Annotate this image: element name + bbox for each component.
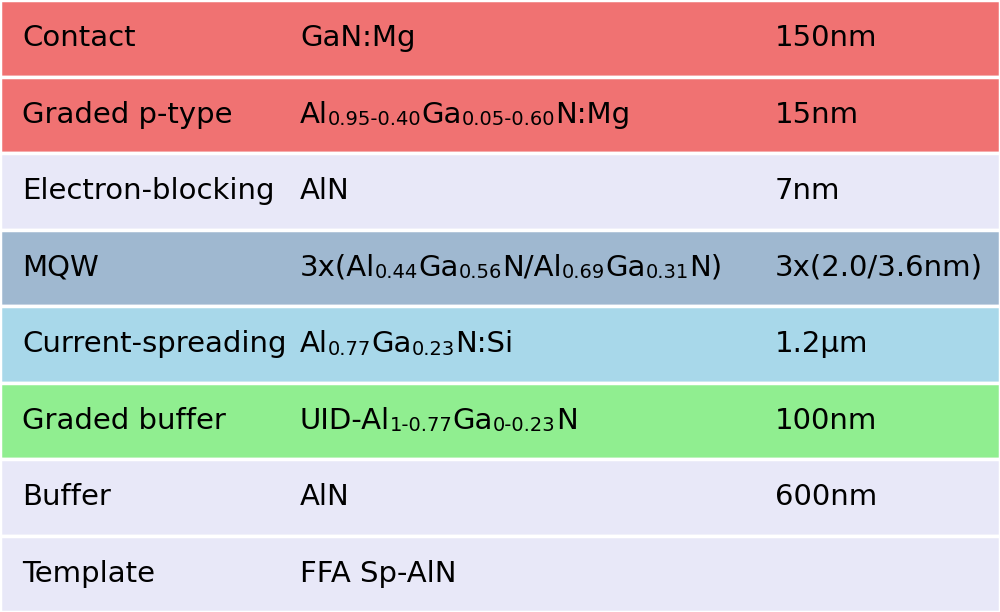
Text: N: N — [556, 407, 578, 435]
Text: 15nm: 15nm — [775, 101, 859, 129]
Text: Ga: Ga — [418, 254, 459, 282]
Text: 7nm: 7nm — [775, 177, 840, 205]
Bar — [0, 459, 1000, 536]
Text: AlN: AlN — [300, 177, 350, 205]
Bar — [0, 536, 1000, 612]
Text: AlN: AlN — [300, 483, 350, 511]
Bar — [0, 0, 1000, 76]
Text: 0-0.23: 0-0.23 — [493, 416, 556, 435]
Text: 3x(Al: 3x(Al — [300, 254, 375, 282]
Text: 0.69: 0.69 — [562, 263, 605, 282]
Text: 0.77: 0.77 — [328, 340, 371, 359]
Text: 1.2μm: 1.2μm — [775, 330, 868, 358]
Text: 0.44: 0.44 — [375, 263, 418, 282]
Text: Ga: Ga — [453, 407, 493, 435]
Text: N/Al: N/Al — [502, 254, 562, 282]
Bar — [0, 382, 1000, 459]
Text: Ga: Ga — [605, 254, 646, 282]
Text: 0.95-0.40: 0.95-0.40 — [328, 110, 422, 129]
Text: N:Si: N:Si — [455, 330, 513, 358]
Text: Buffer: Buffer — [22, 483, 111, 511]
Text: 600nm: 600nm — [775, 483, 877, 511]
Text: Ga: Ga — [371, 330, 412, 358]
Text: Al: Al — [300, 101, 328, 129]
Bar — [0, 153, 1000, 230]
Text: Current-spreading: Current-spreading — [22, 330, 287, 358]
Text: N:Mg: N:Mg — [556, 101, 631, 129]
Text: UID-Al: UID-Al — [300, 407, 390, 435]
Text: N): N) — [689, 254, 722, 282]
Text: Template: Template — [22, 560, 155, 588]
Text: 1-0.77: 1-0.77 — [390, 416, 453, 435]
Text: 3x(2.0/3.6nm): 3x(2.0/3.6nm) — [775, 254, 983, 282]
Text: GaN:Mg: GaN:Mg — [300, 24, 416, 52]
Text: Contact: Contact — [22, 24, 136, 52]
Text: 0.31: 0.31 — [646, 263, 689, 282]
Text: Electron-blocking: Electron-blocking — [22, 177, 274, 205]
Text: 150nm: 150nm — [775, 24, 878, 52]
Bar — [0, 306, 1000, 382]
Text: 100nm: 100nm — [775, 407, 877, 435]
Text: Graded p-type: Graded p-type — [22, 101, 232, 129]
Text: Graded buffer: Graded buffer — [22, 407, 226, 435]
Text: 0.23: 0.23 — [412, 340, 455, 359]
Text: Ga: Ga — [422, 101, 462, 129]
Text: Al: Al — [300, 330, 328, 358]
Bar — [0, 76, 1000, 153]
Text: MQW: MQW — [22, 254, 99, 282]
Text: 0.56: 0.56 — [459, 263, 502, 282]
Text: 0.05-0.60: 0.05-0.60 — [462, 110, 556, 129]
Bar — [0, 230, 1000, 306]
Text: FFA Sp-AlN: FFA Sp-AlN — [300, 560, 456, 588]
